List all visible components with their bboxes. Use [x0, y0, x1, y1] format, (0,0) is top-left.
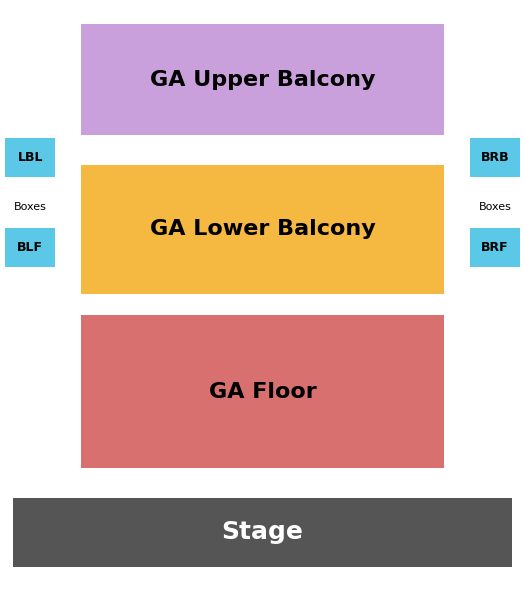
FancyBboxPatch shape: [13, 498, 512, 567]
FancyBboxPatch shape: [81, 315, 444, 468]
Text: BLF: BLF: [17, 241, 43, 254]
Text: Stage: Stage: [222, 520, 303, 545]
Text: Boxes: Boxes: [14, 202, 46, 212]
FancyBboxPatch shape: [470, 138, 520, 177]
FancyBboxPatch shape: [5, 228, 55, 267]
FancyBboxPatch shape: [470, 228, 520, 267]
Text: LBL: LBL: [17, 151, 43, 164]
FancyBboxPatch shape: [81, 24, 444, 135]
Text: BRF: BRF: [481, 241, 509, 254]
FancyBboxPatch shape: [81, 165, 444, 294]
Text: GA Lower Balcony: GA Lower Balcony: [150, 220, 375, 239]
Text: GA Floor: GA Floor: [208, 382, 317, 401]
Text: Boxes: Boxes: [479, 202, 511, 212]
Text: BRB: BRB: [480, 151, 509, 164]
FancyBboxPatch shape: [5, 138, 55, 177]
Text: GA Upper Balcony: GA Upper Balcony: [150, 70, 375, 89]
